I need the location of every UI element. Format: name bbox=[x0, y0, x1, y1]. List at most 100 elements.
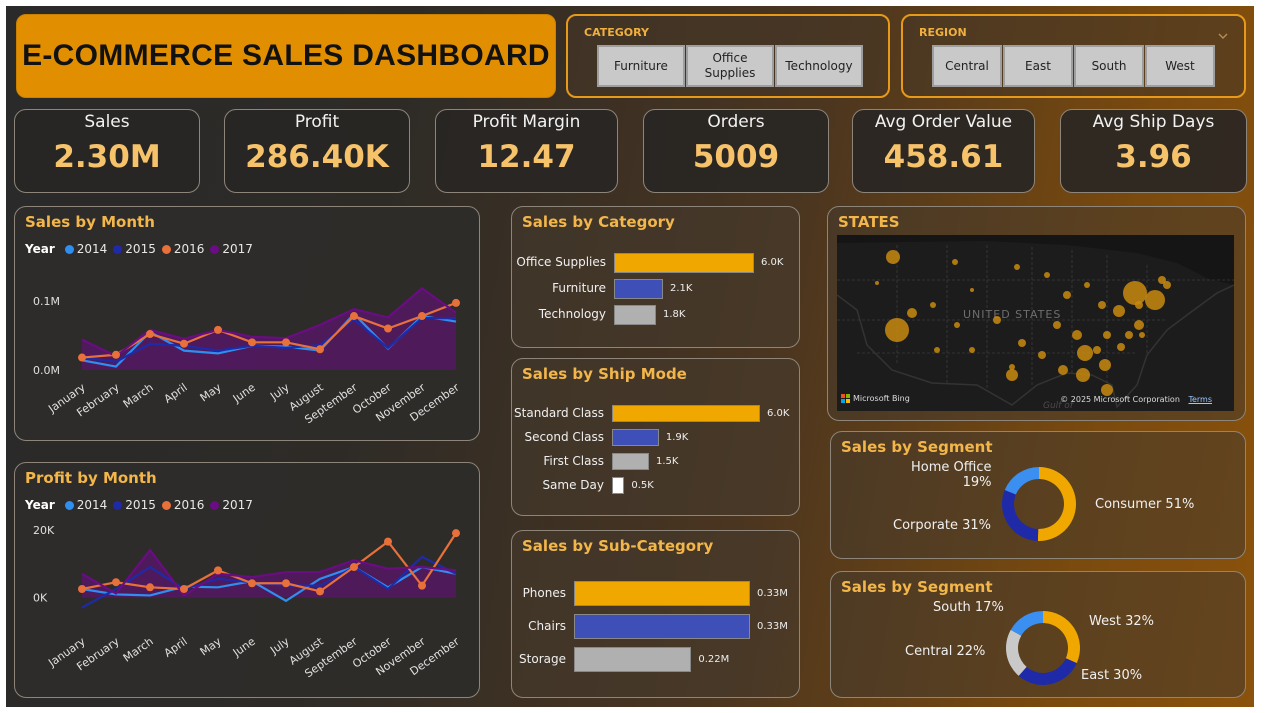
map-bubble bbox=[993, 316, 1001, 324]
donut-slice bbox=[1004, 467, 1039, 495]
kpi-value: 286.40K bbox=[245, 139, 389, 175]
bar[interactable] bbox=[612, 453, 649, 470]
map-bubble bbox=[1009, 364, 1015, 370]
sales-by-month-legend: Year 2014 2015 2016 2017 bbox=[25, 242, 253, 256]
microsoft-logo-icon bbox=[841, 394, 850, 403]
month-label: June bbox=[230, 635, 258, 660]
kpi-card-avg-order-value: Avg Order Value 458.61 bbox=[852, 109, 1035, 193]
y-tick-label: 0.0M bbox=[33, 364, 60, 377]
map-bubble bbox=[1053, 321, 1061, 329]
category-option-technology[interactable]: Technology bbox=[775, 45, 863, 87]
point-2016 bbox=[248, 579, 256, 588]
states-map-panel: STATES UNITED STATES bbox=[827, 206, 1246, 421]
bar-category-label: Office Supplies bbox=[516, 255, 606, 269]
map-bubble bbox=[1145, 290, 1165, 310]
map-country-label: UNITED STATES bbox=[963, 308, 1061, 321]
point-2016 bbox=[452, 298, 460, 307]
map-bubble bbox=[1099, 359, 1111, 371]
point-2016 bbox=[418, 581, 426, 590]
region-option-west[interactable]: West bbox=[1145, 45, 1215, 87]
bar[interactable] bbox=[612, 429, 659, 446]
month-label: April bbox=[162, 381, 190, 406]
map-bubble bbox=[952, 259, 958, 265]
kpi-value: 3.96 bbox=[1115, 139, 1192, 175]
chevron-down-icon[interactable] bbox=[1218, 26, 1228, 39]
bar-category-label: Same Day bbox=[542, 477, 604, 492]
donut-slice bbox=[1037, 467, 1076, 541]
map-bubble bbox=[885, 318, 909, 342]
point-2016 bbox=[248, 338, 256, 347]
states-map[interactable]: UNITED STATES Gulf of Microsoft Bing © 2… bbox=[837, 235, 1234, 411]
copyright-text: © 2025 Microsoft Corporation bbox=[1060, 395, 1180, 404]
month-label: June bbox=[230, 381, 258, 406]
point-2016 bbox=[146, 330, 154, 339]
region-option-central[interactable]: Central bbox=[932, 45, 1002, 87]
donut-label-corporate: Corporate 31% bbox=[893, 518, 992, 533]
bar[interactable] bbox=[574, 647, 692, 672]
point-2016 bbox=[384, 324, 392, 333]
sales-by-month-panel: Sales by Month Year 2014 2015 2016 2017 … bbox=[14, 206, 480, 441]
profit-by-month-legend: Year 2014 2015 2016 2017 bbox=[25, 498, 253, 512]
point-2016 bbox=[350, 312, 358, 321]
category-option-office-supplies[interactable]: Office Supplies bbox=[686, 45, 774, 87]
category-option-furniture[interactable]: Furniture bbox=[597, 45, 685, 87]
donut-label-consumer: Consumer 51% bbox=[1095, 497, 1195, 512]
sales-by-region-title: Sales by Segment bbox=[841, 578, 993, 596]
region-slicer-title: REGION bbox=[919, 26, 967, 39]
bar-value-label: 0.33M bbox=[757, 620, 788, 632]
map-bubble bbox=[1117, 343, 1125, 351]
legend-dot-2014 bbox=[64, 500, 74, 510]
profit-by-month-title: Profit by Month bbox=[25, 469, 157, 487]
kpi-value: 12.47 bbox=[477, 139, 576, 175]
map-gulf-label: Gulf of bbox=[1043, 401, 1075, 411]
kpi-label: Sales bbox=[84, 112, 130, 132]
bar[interactable] bbox=[614, 279, 663, 299]
legend-dot-2016 bbox=[161, 500, 171, 510]
map-bubble bbox=[1163, 281, 1171, 289]
point-2016 bbox=[282, 338, 290, 347]
category-slicer-title: CATEGORY bbox=[584, 26, 649, 39]
map-bubble bbox=[1077, 345, 1093, 361]
point-2016 bbox=[316, 587, 324, 596]
bar-category-label: Chairs bbox=[528, 618, 566, 633]
map-bubble bbox=[954, 322, 960, 328]
bar[interactable] bbox=[612, 405, 760, 422]
region-option-south[interactable]: South bbox=[1074, 45, 1144, 87]
bar[interactable] bbox=[614, 253, 754, 273]
month-label: May bbox=[198, 381, 224, 405]
donut-label-home-office: Home Office 19% bbox=[911, 460, 991, 490]
map-bubble bbox=[907, 308, 917, 318]
map-bubble bbox=[1101, 384, 1113, 396]
map-bubble bbox=[1006, 369, 1018, 381]
month-label: May bbox=[198, 635, 224, 659]
legend-dot-2015 bbox=[113, 500, 123, 510]
series-line-2017 bbox=[81, 548, 457, 597]
profit-by-month-panel: Profit by Month Year 2014 2015 2016 2017… bbox=[14, 462, 480, 698]
terms-link[interactable]: Terms bbox=[1188, 395, 1212, 404]
legend-title: Year bbox=[25, 242, 55, 256]
bar-value-label: 6.0K bbox=[761, 257, 784, 268]
legend-dot-2017 bbox=[210, 500, 220, 510]
region-option-east[interactable]: East bbox=[1003, 45, 1073, 87]
legend-2014: 2014 bbox=[76, 498, 108, 512]
donut-label-west: West 32% bbox=[1089, 614, 1154, 629]
y-tick-label: 0K bbox=[33, 591, 48, 604]
kpi-card-avg-ship-days: Avg Ship Days 3.96 bbox=[1060, 109, 1247, 193]
bar[interactable] bbox=[574, 614, 750, 639]
point-2016 bbox=[316, 345, 324, 354]
bar[interactable] bbox=[612, 477, 625, 494]
kpi-value: 5009 bbox=[692, 139, 780, 175]
series-line-2016 bbox=[81, 301, 457, 359]
map-bubble bbox=[1103, 331, 1111, 339]
bar[interactable] bbox=[614, 305, 656, 325]
sales-by-segment-title: Sales by Segment bbox=[841, 438, 993, 456]
map-bubble bbox=[934, 347, 940, 353]
legend-dot-2014 bbox=[64, 244, 74, 254]
map-bubble bbox=[930, 302, 936, 308]
map-bubble bbox=[1018, 339, 1026, 347]
map-bubble bbox=[1158, 276, 1166, 284]
legend-dot-2015 bbox=[113, 244, 123, 254]
bar[interactable] bbox=[574, 581, 750, 606]
map-bubble bbox=[1072, 330, 1082, 340]
